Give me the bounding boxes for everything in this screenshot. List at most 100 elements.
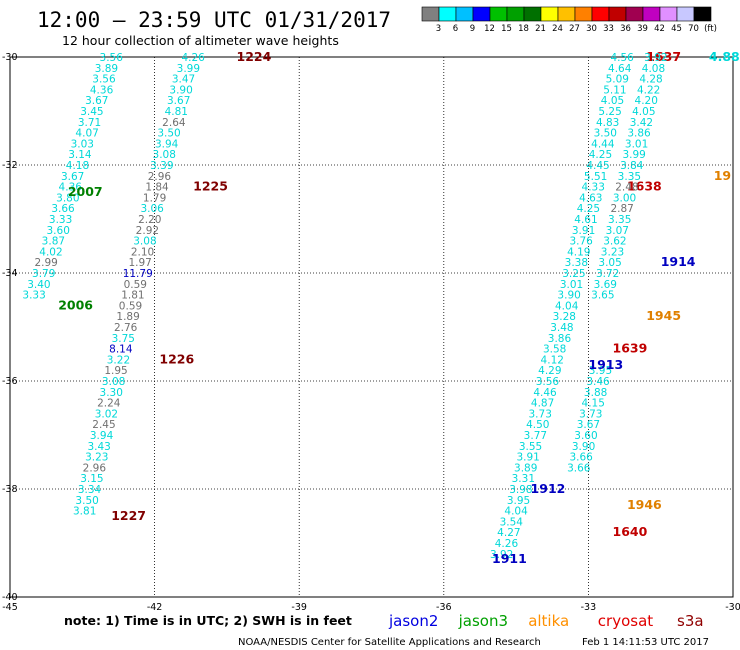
wave-height-value: 3.08 bbox=[102, 376, 125, 388]
wave-height-value: 4.29 bbox=[538, 365, 561, 377]
wave-height-value: 4.26 bbox=[181, 52, 205, 64]
track-time-label: 2006 bbox=[58, 297, 93, 312]
wave-height-value: 4.83 bbox=[596, 117, 619, 129]
track-time-label: 1911 bbox=[492, 551, 527, 566]
lat-tick-label: -40 bbox=[2, 592, 18, 603]
wave-height-value: 3.33 bbox=[22, 290, 45, 302]
wave-height-value: 1.95 bbox=[104, 365, 127, 377]
wave-height-value: 3.71 bbox=[78, 117, 101, 129]
wave-height-value: 2.64 bbox=[162, 117, 186, 129]
wave-height-value: 4.33 bbox=[582, 182, 605, 194]
legend-label: (ft) bbox=[704, 24, 717, 34]
wave-height-value: 3.42 bbox=[630, 117, 653, 129]
wave-height-value: 3.94 bbox=[90, 430, 114, 442]
wave-height-value: 4.04 bbox=[555, 300, 579, 312]
wave-height-value: 2.20 bbox=[138, 214, 161, 226]
wave-height-value: 2.10 bbox=[131, 246, 154, 258]
wave-height-value: 4.02 bbox=[39, 246, 62, 258]
wave-height-value: 3.43 bbox=[87, 441, 110, 453]
color-legend: 3 6 9 12 15 18 21 24 27 30 33 36 39 42 45 70 (ft) bbox=[421, 6, 717, 34]
wave-height-value: 3.48 bbox=[550, 322, 573, 334]
track-time-label: 1946 bbox=[627, 497, 662, 512]
wave-height-value: 0.59 bbox=[124, 279, 147, 291]
wave-height-value: 3.66 bbox=[569, 452, 593, 464]
wave-height-value: 3.40 bbox=[27, 279, 50, 291]
track-time-label: 1912 bbox=[531, 481, 566, 496]
lat-tick-label: -30 bbox=[2, 52, 18, 63]
legend-swatch bbox=[608, 6, 627, 22]
legend-label: 12 bbox=[484, 24, 495, 34]
wave-height-value: 3.50 bbox=[75, 495, 98, 507]
legend-label: 18 bbox=[518, 24, 529, 34]
track-time-label: 1638 bbox=[627, 179, 662, 194]
track-time-label: 1639 bbox=[613, 341, 648, 356]
legend-swatch bbox=[540, 6, 559, 22]
wave-height-value: 0.59 bbox=[119, 300, 142, 312]
wave-height-value: 3.15 bbox=[80, 473, 103, 485]
wave-height-value: 4.81 bbox=[165, 106, 188, 118]
wave-height-value: 4.08 bbox=[642, 63, 665, 75]
wave-height-value: 3.86 bbox=[548, 333, 572, 345]
track-time-label: 1640 bbox=[613, 524, 648, 539]
wave-height-value: 3.91 bbox=[516, 452, 539, 464]
wave-height-value: 2.99 bbox=[34, 257, 57, 269]
wave-height-value: 4.87 bbox=[531, 398, 554, 410]
wave-height-value: 1.84 bbox=[145, 182, 169, 194]
wave-height-value: 3.76 bbox=[569, 236, 593, 248]
lat-tick-label: -32 bbox=[2, 160, 18, 171]
wave-height-value: 3.80 bbox=[56, 192, 79, 204]
legend-label: 30 bbox=[586, 24, 597, 34]
wave-height-value: 3.89 bbox=[95, 63, 118, 75]
lat-tick-label: -38 bbox=[2, 484, 18, 495]
wave-height-value: 3.23 bbox=[601, 246, 624, 258]
wave-height-value: 3.67 bbox=[167, 95, 190, 107]
wave-height-value: 3.50 bbox=[594, 128, 617, 140]
wave-height-value: 3.99 bbox=[177, 63, 200, 75]
wave-height-value: 3.46 bbox=[586, 376, 610, 388]
legend-swatch bbox=[659, 6, 678, 22]
wave-height-value: 4.05 bbox=[601, 95, 624, 107]
wave-height-value: 2.96 bbox=[83, 462, 107, 474]
wave-height-value: 3.60 bbox=[574, 430, 597, 442]
wave-height-value: 3.31 bbox=[512, 473, 535, 485]
wave-height-value: 3.01 bbox=[560, 279, 583, 291]
wave-height-value: 3.67 bbox=[61, 171, 84, 183]
wave-height-value: 2.87 bbox=[610, 203, 633, 215]
wave-height-value: 3.30 bbox=[100, 387, 123, 399]
wave-height-value: 3.73 bbox=[579, 408, 602, 420]
legend-label: 45 bbox=[671, 24, 682, 34]
wave-height-value: 4.22 bbox=[637, 84, 660, 96]
wave-height-value: 3.90 bbox=[169, 84, 192, 96]
wave-height-value: 3.92 bbox=[490, 549, 513, 561]
wave-height-value: 3.39 bbox=[150, 160, 173, 172]
wave-height-value: 4.26 bbox=[495, 538, 519, 550]
wave-height-value: 3.08 bbox=[133, 236, 156, 248]
legend-swatch bbox=[472, 6, 491, 22]
track-time-label: 1227 bbox=[111, 508, 146, 523]
wave-height-value: 3.47 bbox=[172, 74, 195, 86]
map-subtitle: 12 hour collection of altimeter wave hei… bbox=[62, 33, 339, 48]
wave-height-value: 3.84 bbox=[620, 160, 644, 172]
satellite-name: jason2 bbox=[388, 612, 438, 630]
legend-label: 6 bbox=[453, 24, 458, 34]
wave-height-value: 3.72 bbox=[596, 268, 619, 280]
wave-height-value: 3.73 bbox=[529, 408, 552, 420]
wave-height-value: 5.25 bbox=[598, 106, 621, 118]
wave-height-value: 4.18 bbox=[66, 160, 89, 172]
wave-height-value: 3.14 bbox=[68, 149, 92, 161]
wave-height-value: 1.81 bbox=[121, 290, 144, 302]
legend-swatch bbox=[591, 6, 610, 22]
wave-height-value: 3.35 bbox=[608, 214, 631, 226]
wave-height-value: 3.56 bbox=[100, 52, 124, 64]
lat-lon-grid bbox=[9, 56, 734, 598]
wave-height-value: 4.04 bbox=[504, 506, 528, 518]
wave-height-value: 5.51 bbox=[584, 171, 607, 183]
wave-height-value: 3.95 bbox=[507, 495, 530, 507]
legend-swatch bbox=[676, 6, 695, 22]
legend-label: 27 bbox=[569, 24, 580, 34]
wave-height-value: 3.99 bbox=[622, 149, 645, 161]
legend-swatch bbox=[421, 6, 440, 22]
wave-height-value: 3.69 bbox=[594, 279, 617, 291]
wave-height-value: 3.02 bbox=[95, 408, 118, 420]
wave-height-value: 3.55 bbox=[519, 441, 542, 453]
